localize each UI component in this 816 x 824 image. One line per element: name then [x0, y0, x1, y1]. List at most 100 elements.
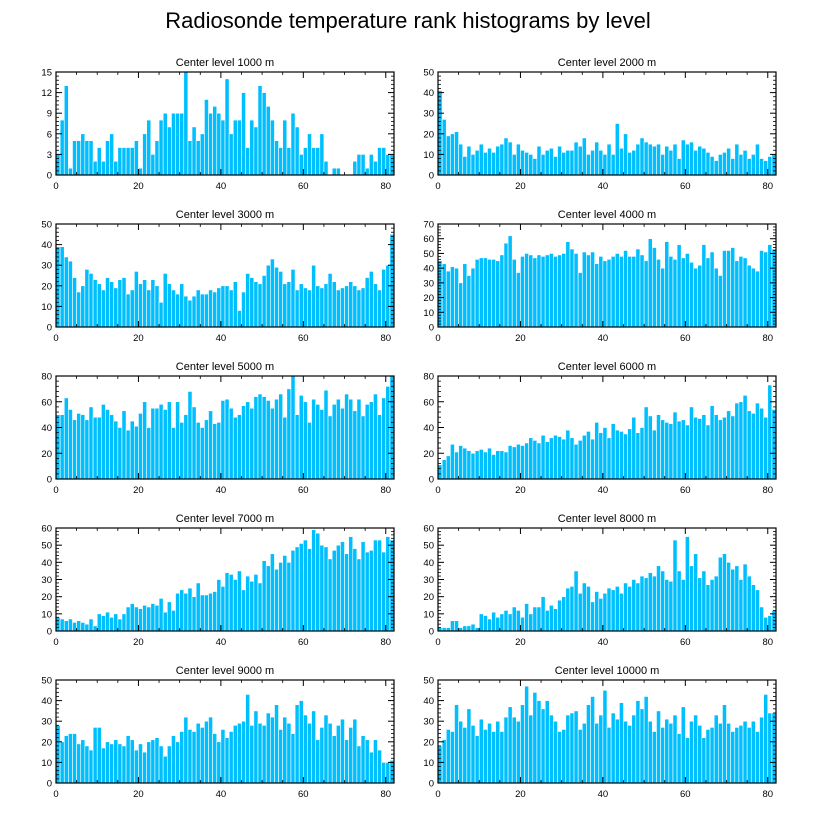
histogram-bar-11 — [101, 289, 106, 328]
histogram-bar-0 — [55, 154, 61, 176]
y-tick-label: 10 — [41, 758, 52, 769]
histogram-bar-49 — [257, 393, 263, 480]
histogram-bar-43 — [232, 416, 238, 480]
x-tick-label: 20 — [515, 333, 526, 344]
histogram-bar-6 — [80, 414, 86, 480]
histogram-bar-4 — [454, 267, 459, 328]
histogram-bar-73 — [738, 401, 744, 480]
histogram-bar-39 — [598, 432, 604, 480]
histogram-bar-59 — [680, 579, 686, 632]
histogram-bar-12 — [487, 259, 492, 328]
histogram-bar-3 — [450, 443, 455, 480]
y-tick-label: 0 — [429, 475, 434, 486]
histogram-bar-6 — [462, 727, 468, 784]
x-tick-label: 80 — [380, 789, 391, 800]
histogram-bar-5 — [76, 140, 82, 176]
y-tick-label: 20 — [41, 737, 52, 748]
histogram-bar-79 — [763, 694, 769, 784]
histogram-bar-48 — [253, 396, 259, 480]
histogram-bar-29 — [175, 592, 180, 632]
x-tick-label: 80 — [380, 637, 391, 648]
histogram-bar-56 — [668, 149, 674, 176]
histogram-bar-24 — [536, 145, 542, 176]
histogram-bar-75 — [746, 727, 752, 784]
y-tick-label: 50 — [423, 541, 434, 552]
histogram-bar-32 — [187, 299, 193, 328]
histogram-bar-52 — [652, 731, 657, 784]
histogram-bar-28 — [171, 112, 176, 176]
histogram-bar-10 — [96, 613, 102, 632]
x-tick-label: 20 — [133, 333, 144, 344]
histogram-bar-8 — [470, 725, 476, 784]
plot-frame — [55, 679, 395, 784]
y-tick-label: 10 — [423, 758, 434, 769]
histogram-bar-69 — [340, 287, 345, 328]
histogram-bar-51 — [265, 712, 271, 784]
histogram-bar-25 — [540, 708, 546, 784]
histogram-bar-17 — [125, 429, 131, 480]
histogram-bar-53 — [656, 259, 661, 328]
histogram-bar-41 — [224, 572, 230, 632]
histogram-bar-5 — [76, 743, 82, 784]
histogram-bar-40 — [602, 427, 608, 480]
histogram-bar-73 — [356, 745, 362, 784]
histogram-bar-33 — [573, 253, 579, 328]
histogram-bar-48 — [635, 582, 641, 632]
histogram-bar-8 — [470, 267, 476, 328]
histogram-bar-4 — [72, 140, 77, 176]
histogram-bar-74 — [742, 257, 748, 328]
histogram-bar-59 — [680, 706, 686, 784]
histogram-panel-9000m: Center level 9000 m 0 10 20 30 40 50 0 20 40 60 80 — [41, 665, 395, 800]
y-tick-label: 20 — [423, 592, 434, 603]
y-tick-label: 20 — [423, 449, 434, 460]
histogram-bar-4 — [72, 733, 77, 784]
histogram-bar-54 — [278, 729, 284, 784]
histogram-bar-81 — [389, 233, 395, 328]
histogram-bar-32 — [569, 149, 575, 176]
histogram-bar-69 — [722, 250, 727, 328]
x-tick-label: 60 — [298, 181, 309, 192]
histogram-bar-26 — [162, 112, 168, 176]
histogram-bar-43 — [614, 718, 620, 784]
histogram-bar-58 — [294, 126, 300, 176]
histogram-bar-21 — [524, 442, 529, 480]
histogram-bar-30 — [179, 112, 185, 176]
histogram-bar-1 — [59, 414, 65, 480]
histogram-bar-18 — [129, 420, 135, 480]
histogram-bar-61 — [689, 565, 694, 632]
histogram-bar-23 — [150, 279, 156, 328]
histogram-bar-42 — [610, 712, 616, 784]
histogram-bar-34 — [577, 145, 583, 176]
histogram-bar-74 — [360, 735, 366, 784]
histogram-bar-81 — [389, 760, 395, 784]
histogram-bar-16 — [121, 277, 127, 328]
histogram-bar-58 — [294, 289, 300, 328]
histogram-bar-50 — [261, 92, 267, 176]
histogram-bar-4 — [72, 419, 77, 480]
histogram-bar-35 — [199, 727, 205, 784]
histogram-bar-38 — [212, 733, 218, 784]
histogram-bar-64 — [701, 244, 707, 328]
histogram-bar-75 — [364, 277, 370, 328]
histogram-bar-34 — [195, 289, 201, 328]
histogram-bar-41 — [606, 727, 612, 784]
histogram-bar-71 — [348, 281, 354, 328]
x-tick-label: 40 — [216, 637, 227, 648]
histogram-bar-43 — [232, 281, 238, 328]
histogram-bar-72 — [352, 160, 358, 176]
histogram-bar-78 — [759, 716, 764, 784]
x-tick-label: 20 — [515, 637, 526, 648]
histogram-bar-9 — [474, 450, 480, 480]
y-tick-label: 10 — [423, 308, 434, 319]
histogram-bar-1 — [59, 119, 65, 176]
histogram-bar-49 — [639, 254, 645, 328]
histogram-bar-19 — [134, 271, 139, 328]
histogram-bar-80 — [767, 712, 773, 784]
histogram-bar-31 — [183, 592, 189, 632]
histogram-bar-59 — [298, 283, 304, 328]
histogram-bar-48 — [635, 432, 641, 480]
histogram-bar-38 — [594, 422, 600, 480]
histogram-bar-41 — [224, 285, 230, 328]
histogram-bar-3 — [450, 731, 455, 784]
y-tick-label: 60 — [423, 397, 434, 408]
